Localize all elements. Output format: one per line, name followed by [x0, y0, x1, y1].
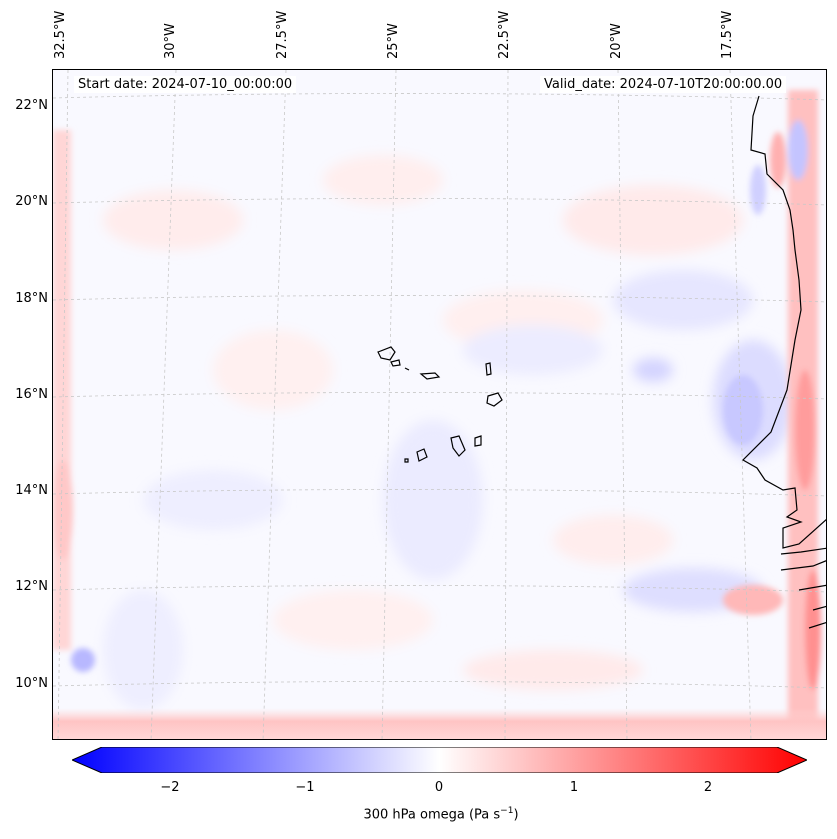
- colorbar-tick-minus1: −1: [295, 780, 315, 795]
- island-brava: [404, 458, 409, 463]
- left-edge-strip: [53, 130, 95, 672]
- lat-label-10n: 10°N: [15, 676, 48, 691]
- right-edge-strip: [723, 90, 821, 730]
- colorbar-label-end: ): [513, 807, 519, 823]
- africa-coast-south: [780, 547, 826, 629]
- lat-label-18n: 18°N: [15, 291, 48, 306]
- lon-label-27-5w: 27.5°W: [275, 10, 290, 59]
- colorbar-bar: [72, 747, 807, 773]
- colorbar-tick-minus2: −2: [160, 780, 180, 795]
- bottom-edge-strip: [53, 708, 826, 739]
- island-sao-nicolau: [419, 372, 441, 380]
- lon-label-22-5w: 22.5°W: [497, 10, 512, 59]
- island-boa-vista: [486, 392, 503, 407]
- gridlines: [53, 70, 826, 739]
- lon-label-30w: 30°W: [163, 23, 178, 59]
- island-santa-luzia: [404, 367, 410, 371]
- colorbar-label-exponent: −1: [500, 806, 514, 816]
- lon-label-17-5w: 17.5°W: [720, 10, 735, 59]
- colorbar-label: 300 hPa omega (Pa s−1): [0, 806, 837, 822]
- colorbar-tick-0: 0: [434, 780, 444, 795]
- lat-label-14n: 14°N: [15, 483, 48, 498]
- island-santo-antao: [377, 346, 396, 361]
- lat-label-16n: 16°N: [15, 387, 48, 402]
- lon-label-20w: 20°W: [609, 23, 624, 59]
- colorbar-tick-2: 2: [703, 780, 713, 795]
- lat-label-20n: 20°N: [15, 194, 48, 209]
- omega-field-map: [53, 70, 826, 739]
- island-maio: [474, 435, 482, 447]
- africa-coast: [742, 95, 826, 549]
- island-fogo: [416, 448, 428, 462]
- valid-date-label: Valid_date: 2024-07-10T20:00:00.00: [540, 76, 787, 93]
- colorbar-tick-1: 1: [569, 780, 579, 795]
- lat-label-22n: 22°N: [15, 98, 48, 113]
- lon-label-32-5w: 32.5°W: [53, 10, 68, 59]
- lon-label-25w: 25°W: [386, 23, 401, 59]
- island-sal: [485, 362, 492, 376]
- island-santiago: [450, 435, 466, 457]
- colorbar-label-main: 300 hPa omega (Pa s: [363, 807, 501, 823]
- colorbar: [72, 747, 807, 773]
- coastlines: [377, 95, 826, 629]
- island-sao-vicente: [390, 359, 401, 367]
- map-panel: [52, 69, 827, 740]
- start-date-label: Start date: 2024-07-10_00:00:00: [74, 76, 297, 93]
- lat-label-12n: 12°N: [15, 579, 48, 594]
